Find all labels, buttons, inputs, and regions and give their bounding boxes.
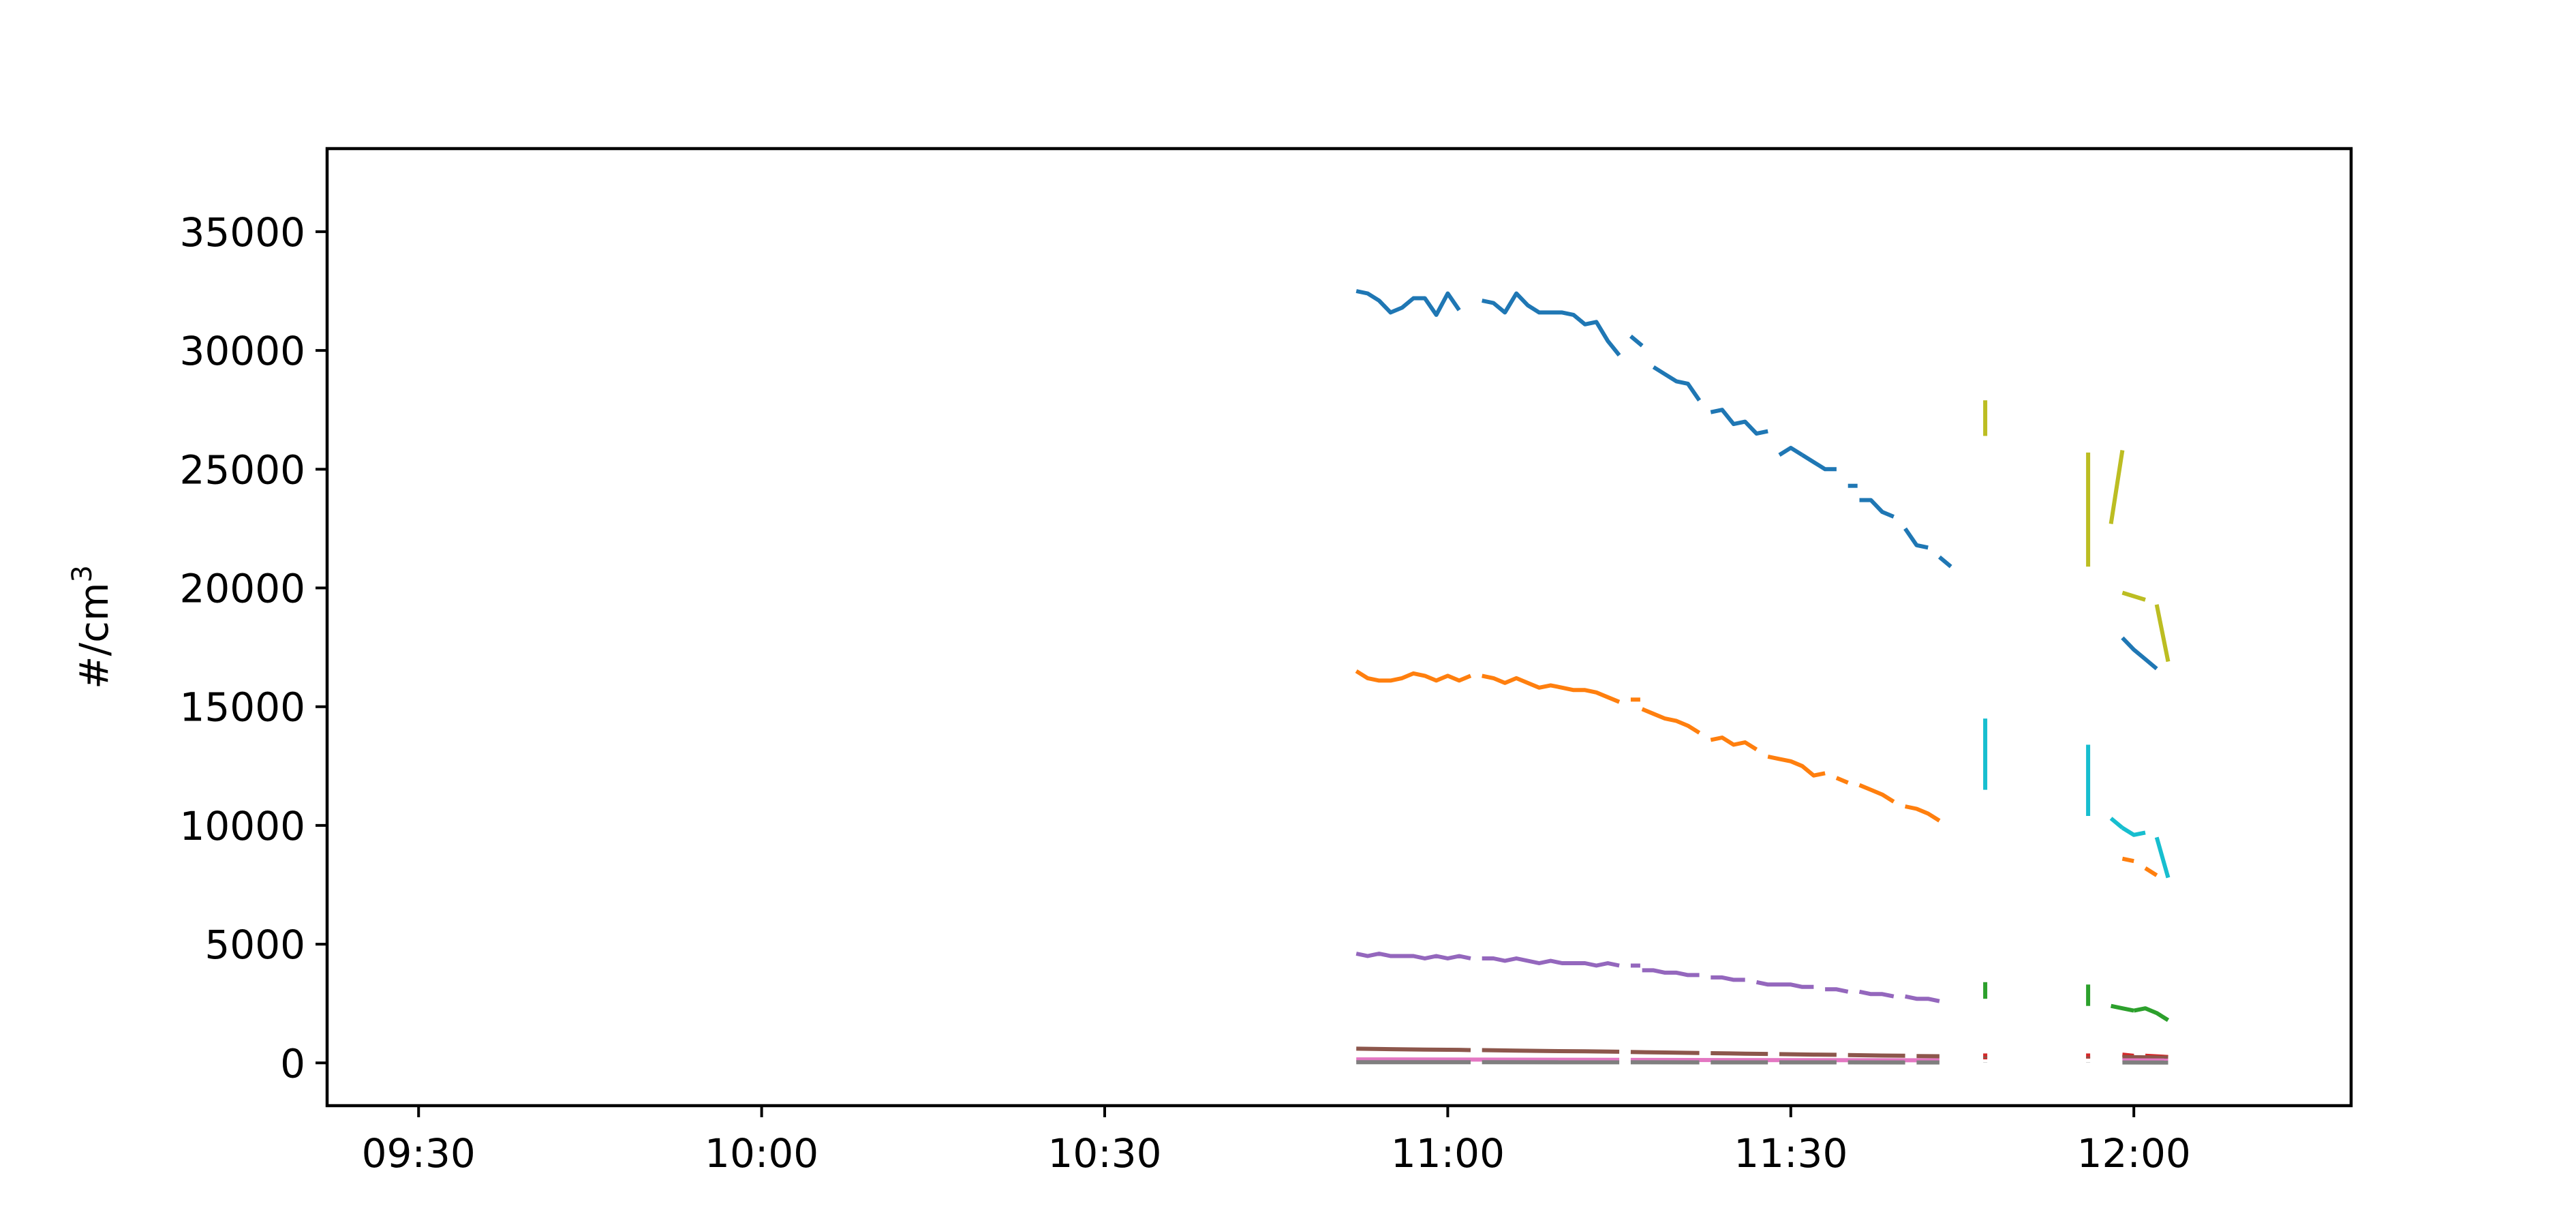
series-2-segment <box>1835 776 1849 785</box>
series-2-segment <box>1355 669 1472 683</box>
series-2-segment <box>1858 783 1895 804</box>
series-7 <box>1356 1057 2168 1063</box>
series-2-segment <box>1482 673 1621 704</box>
series-2-segment <box>2144 866 2158 877</box>
series-1 <box>1355 289 2158 671</box>
series-6-segment <box>1711 1051 1768 1057</box>
series-6-segment <box>1356 1046 1471 1052</box>
y-axis-label-text: #/cm <box>71 582 117 689</box>
series-10-segment <box>2109 817 2124 830</box>
x-tick-label: 11:00 <box>1391 1130 1505 1177</box>
series-1-segment <box>1652 365 1702 402</box>
y-axis-label: #/cm3 <box>67 565 117 689</box>
series-10 <box>1983 718 2171 879</box>
series-3-segment <box>2133 1006 2170 1022</box>
series-8 <box>1356 1060 2168 1065</box>
y-tick-label: 5000 <box>204 922 305 968</box>
series-1-segment <box>1859 498 1895 519</box>
y-axis-label-superscript: 3 <box>67 565 98 582</box>
series-6-segment <box>1779 1052 1837 1057</box>
series-9-segment <box>2121 590 2146 602</box>
series-6-segment <box>2122 1055 2168 1060</box>
series-1-segment <box>1355 289 1461 317</box>
x-tick-label: 10:30 <box>1047 1130 1161 1177</box>
plot-frame <box>325 147 2353 1108</box>
x-axis: 09:30 10:00 10:30 11:00 11:30 12:00 <box>362 1106 2191 1177</box>
y-tick-label: 10000 <box>179 803 305 849</box>
series-5-segment <box>1858 989 1895 999</box>
series-5-segment <box>1711 975 1745 982</box>
x-tick-label: 09:30 <box>362 1130 476 1177</box>
x-tick-label: 12:00 <box>2077 1130 2191 1177</box>
series-9-segment <box>2154 604 2171 663</box>
series-1-segment <box>1778 446 1804 457</box>
series-1-segment <box>2121 636 2158 671</box>
series-7-segment <box>1356 1057 1620 1062</box>
y-tick-label: 20000 <box>179 566 305 612</box>
series-1-segment <box>1937 555 1952 569</box>
series-5-segment <box>1825 987 1849 994</box>
series-5-segment <box>1642 968 1700 978</box>
series-9 <box>1983 400 2171 663</box>
series-layer <box>1355 289 2171 1065</box>
y-tick-label: 0 <box>280 1040 305 1087</box>
series-2-segment <box>1710 736 1758 751</box>
series-2-segment <box>2121 856 2134 864</box>
series-6-segment <box>1482 1048 1620 1054</box>
series-5-segment <box>1755 980 1814 989</box>
series-10-segment <box>2154 836 2171 879</box>
y-tick-label: 30000 <box>179 328 305 374</box>
series-7-segment <box>1630 1057 1939 1063</box>
x-tick-label: 10:00 <box>705 1130 818 1177</box>
series-10-segment <box>2121 825 2146 837</box>
x-tick-label: 11:30 <box>1734 1130 1847 1177</box>
series-6 <box>1356 1046 2168 1060</box>
series-5-segment <box>1904 994 1940 1003</box>
series-2-segment <box>1641 707 1701 735</box>
y-tick-label: 15000 <box>179 684 305 731</box>
y-axis: 0 5000 10000 15000 20000 25000 30000 35000 <box>179 209 327 1087</box>
series-3-segment <box>2110 1003 2134 1013</box>
series-9-segment <box>2109 450 2125 524</box>
series-1-segment <box>1710 408 1768 436</box>
series-5-segment <box>1355 952 1471 960</box>
series-1-segment <box>1482 291 1621 357</box>
series-2-segment <box>1767 754 1826 778</box>
series-5-segment <box>1482 956 1620 968</box>
y-tick-label: 25000 <box>179 446 305 493</box>
series-5 <box>1355 952 1940 1003</box>
series-6-segment <box>1847 1052 1905 1058</box>
series-3 <box>1983 982 2170 1022</box>
series-2 <box>1355 669 2158 877</box>
series-1-segment <box>1801 453 1837 472</box>
series-2-segment <box>1904 804 1941 823</box>
y-tick-label: 35000 <box>179 209 305 256</box>
series-1-segment <box>1903 527 1929 550</box>
series-1-segment <box>1629 334 1644 348</box>
